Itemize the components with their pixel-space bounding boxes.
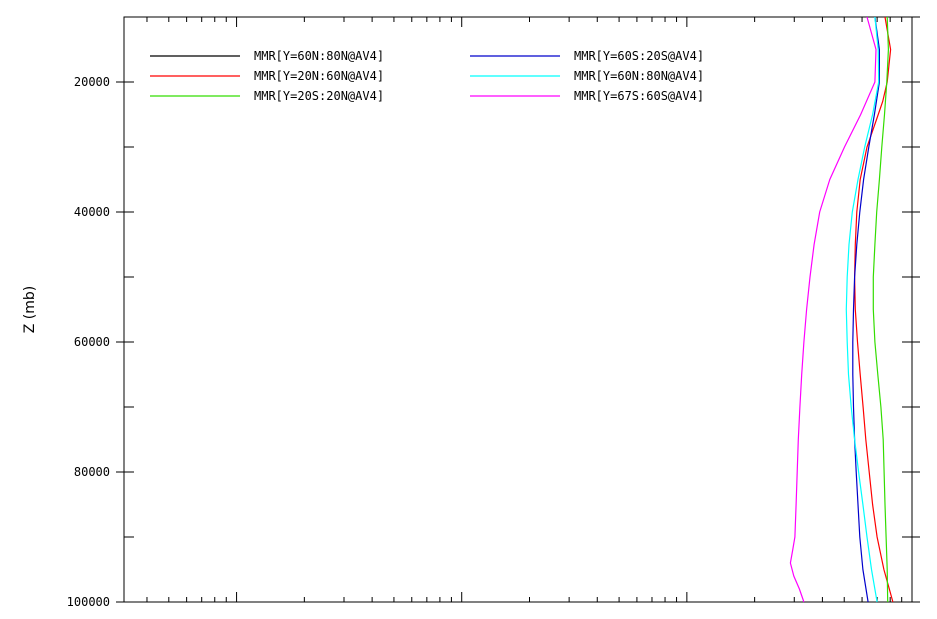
series-line-6 — [789, 16, 877, 603]
series-line-3 — [872, 16, 890, 603]
x-axis-ticks — [146, 17, 913, 602]
legend-label-6: MMR[Y=67S:60S@AV4] — [574, 89, 704, 103]
y-tick-label: 100000 — [67, 595, 110, 609]
series-line-5 — [845, 16, 880, 603]
series-line-4 — [852, 16, 880, 603]
y-axis-tick-labels: 20000 40000 60000 80000 100000 — [67, 75, 110, 609]
legend-label-5: MMR[Y=60N:80N@AV4] — [574, 69, 704, 83]
y-axis-ticks — [116, 16, 920, 603]
series-lines — [789, 16, 894, 603]
legend: MMR[Y=60N:80N@AV4] MMR[Y=20N:60N@AV4] MMR[… — [150, 49, 704, 103]
series-line-2 — [853, 16, 894, 603]
legend-label-3: MMR[Y=20S:20N@AV4] — [254, 89, 384, 103]
y-axis-title: Z (mb) — [22, 286, 38, 334]
plot-frame — [123, 16, 913, 603]
y-tick-label: 80000 — [74, 465, 110, 479]
y-tick-label: 20000 — [74, 75, 110, 89]
plot-border — [123, 16, 913, 603]
legend-label-4: MMR[Y=60S:20S@AV4] — [574, 49, 704, 63]
y-tick-label: 60000 — [74, 335, 110, 349]
legend-label-2: MMR[Y=20N:60N@AV4] — [254, 69, 384, 83]
legend-label-1: MMR[Y=60N:80N@AV4] — [254, 49, 384, 63]
y-tick-label: 40000 — [74, 205, 110, 219]
